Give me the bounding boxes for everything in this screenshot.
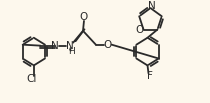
Text: F: F — [147, 71, 152, 81]
Text: H: H — [68, 47, 75, 56]
Text: N: N — [66, 41, 74, 51]
Text: O: O — [104, 40, 112, 50]
Text: O: O — [80, 12, 88, 22]
Text: O: O — [135, 25, 144, 35]
Text: N: N — [51, 41, 59, 51]
Text: N: N — [148, 1, 155, 11]
Text: Cl: Cl — [27, 74, 37, 84]
